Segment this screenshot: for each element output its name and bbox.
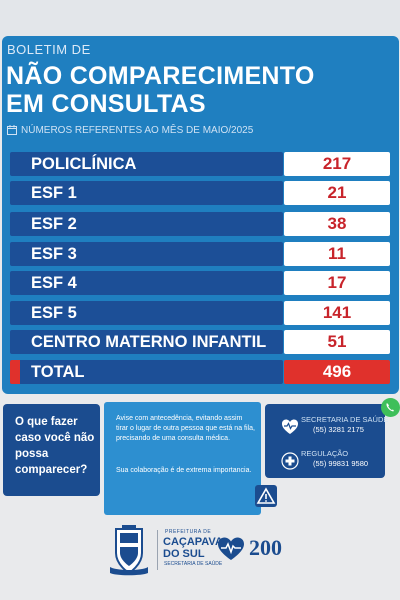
advice-paragraph: Avise com antecedência, evitando assim t… bbox=[116, 415, 255, 442]
row-value: 51 bbox=[327, 332, 347, 351]
row-value: 217 bbox=[322, 154, 352, 173]
row-label: ESF 1 bbox=[31, 184, 77, 202]
row-value-box: 141 bbox=[284, 301, 390, 325]
row-label: CENTRO MATERNO INFANTIL bbox=[31, 333, 267, 351]
row-label-box: POLICLÍNICA bbox=[10, 152, 283, 176]
row-value-box: 17 bbox=[284, 271, 390, 295]
row-value: 21 bbox=[327, 183, 347, 202]
whatsapp-icon[interactable] bbox=[381, 398, 400, 417]
row-value-box: 21 bbox=[284, 181, 390, 205]
contact-phone: (55) 99831 9580 bbox=[313, 459, 369, 468]
table-row: ESF 1 21 bbox=[10, 181, 390, 205]
phone-glyph-icon bbox=[386, 403, 394, 412]
row-value: 141 bbox=[322, 303, 352, 322]
subtitle-text: NÚMEROS REFERENTES AO MÊS DE MAIO/2025 bbox=[21, 124, 254, 136]
contact-health-secretariat: SECRETARIA DE SAÚDE (55) 3281 2175 bbox=[265, 412, 389, 442]
anniversary-200-logo: 200 bbox=[247, 527, 297, 571]
row-label: ESF 2 bbox=[31, 215, 77, 233]
bulletin-subtitle: NÚMEROS REFERENTES AO MÊS DE MAIO/2025 bbox=[7, 123, 253, 137]
table-row: ESF 2 38 bbox=[10, 212, 390, 236]
advice-box: Avise com antecedência, evitando assim t… bbox=[104, 402, 261, 515]
warning-icon bbox=[256, 487, 276, 504]
table-row: POLICLÍNICA 217 bbox=[10, 152, 390, 176]
row-label-box: CENTRO MATERNO INFANTIL bbox=[10, 330, 283, 354]
row-label-box: ESF 4 bbox=[10, 271, 283, 295]
total-value-box: 496 bbox=[284, 360, 390, 384]
advice-closing: Sua colaboração é de extrema importancia… bbox=[116, 467, 252, 474]
warning-badge bbox=[255, 485, 277, 507]
question-box: O que fazer caso você não possa comparec… bbox=[3, 404, 100, 496]
total-label: TOTAL bbox=[31, 363, 85, 381]
total-label-box: TOTAL bbox=[10, 360, 283, 384]
anniversary-number: 200 bbox=[249, 535, 282, 560]
row-label: ESF 4 bbox=[31, 274, 77, 292]
row-value-box: 38 bbox=[284, 212, 390, 236]
footer-prefeitura: PREFEITURA DE bbox=[165, 529, 212, 535]
health-heart-logo bbox=[218, 537, 244, 560]
row-label: ESF 3 bbox=[31, 245, 77, 263]
row-value: 11 bbox=[328, 244, 346, 263]
bulletin-title-line2: EM CONSULTAS bbox=[6, 90, 206, 118]
contacts-box: SECRETARIA DE SAÚDE (55) 3281 2175 REGUL… bbox=[265, 404, 389, 478]
total-value: 496 bbox=[322, 362, 352, 381]
table-row: ESF 5 141 bbox=[10, 301, 390, 325]
row-value-box: 217 bbox=[284, 152, 390, 176]
municipal-crest-logo bbox=[110, 525, 148, 576]
table-row: CENTRO MATERNO INFANTIL 51 bbox=[10, 330, 390, 354]
row-label-box: ESF 3 bbox=[10, 242, 283, 266]
total-row: TOTAL 496 bbox=[10, 360, 390, 384]
contact-phone: (55) 3281 2175 bbox=[313, 425, 364, 434]
footer-department: SECRETARIA DE SAÚDE bbox=[164, 561, 223, 567]
row-label-box: ESF 2 bbox=[10, 212, 283, 236]
question-text: O que fazer caso você não possa comparec… bbox=[15, 416, 95, 476]
contact-label: SECRETARIA DE SAÚDE bbox=[301, 415, 389, 424]
footer-city-name: CAÇAPAVA bbox=[163, 536, 223, 548]
footer-city-name-2: DO SUL bbox=[163, 548, 205, 560]
contact-regulation: REGULAÇÃO (55) 99831 9580 bbox=[265, 446, 385, 476]
table-row: ESF 3 11 bbox=[10, 242, 390, 266]
row-value: 38 bbox=[327, 214, 347, 233]
total-accent-strip bbox=[10, 360, 20, 384]
top-background bbox=[0, 0, 400, 40]
row-value-box: 11 bbox=[284, 242, 390, 266]
medical-cross-icon bbox=[281, 452, 299, 470]
bulletin-kicker: BOLETIM DE bbox=[7, 42, 91, 57]
row-label: ESF 5 bbox=[31, 304, 77, 322]
bulletin-title-line1: NÃO COMPARECIMENTO bbox=[6, 62, 315, 90]
table-row: ESF 4 17 bbox=[10, 271, 390, 295]
row-value: 17 bbox=[327, 273, 347, 292]
calendar-icon bbox=[7, 125, 17, 135]
contact-label: REGULAÇÃO bbox=[301, 449, 349, 458]
row-label-box: ESF 5 bbox=[10, 301, 283, 325]
heart-pulse-icon bbox=[282, 419, 298, 434]
row-value-box: 51 bbox=[284, 330, 390, 354]
row-label: POLICLÍNICA bbox=[31, 155, 137, 173]
footer-divider bbox=[157, 530, 158, 570]
row-label-box: ESF 1 bbox=[10, 181, 283, 205]
